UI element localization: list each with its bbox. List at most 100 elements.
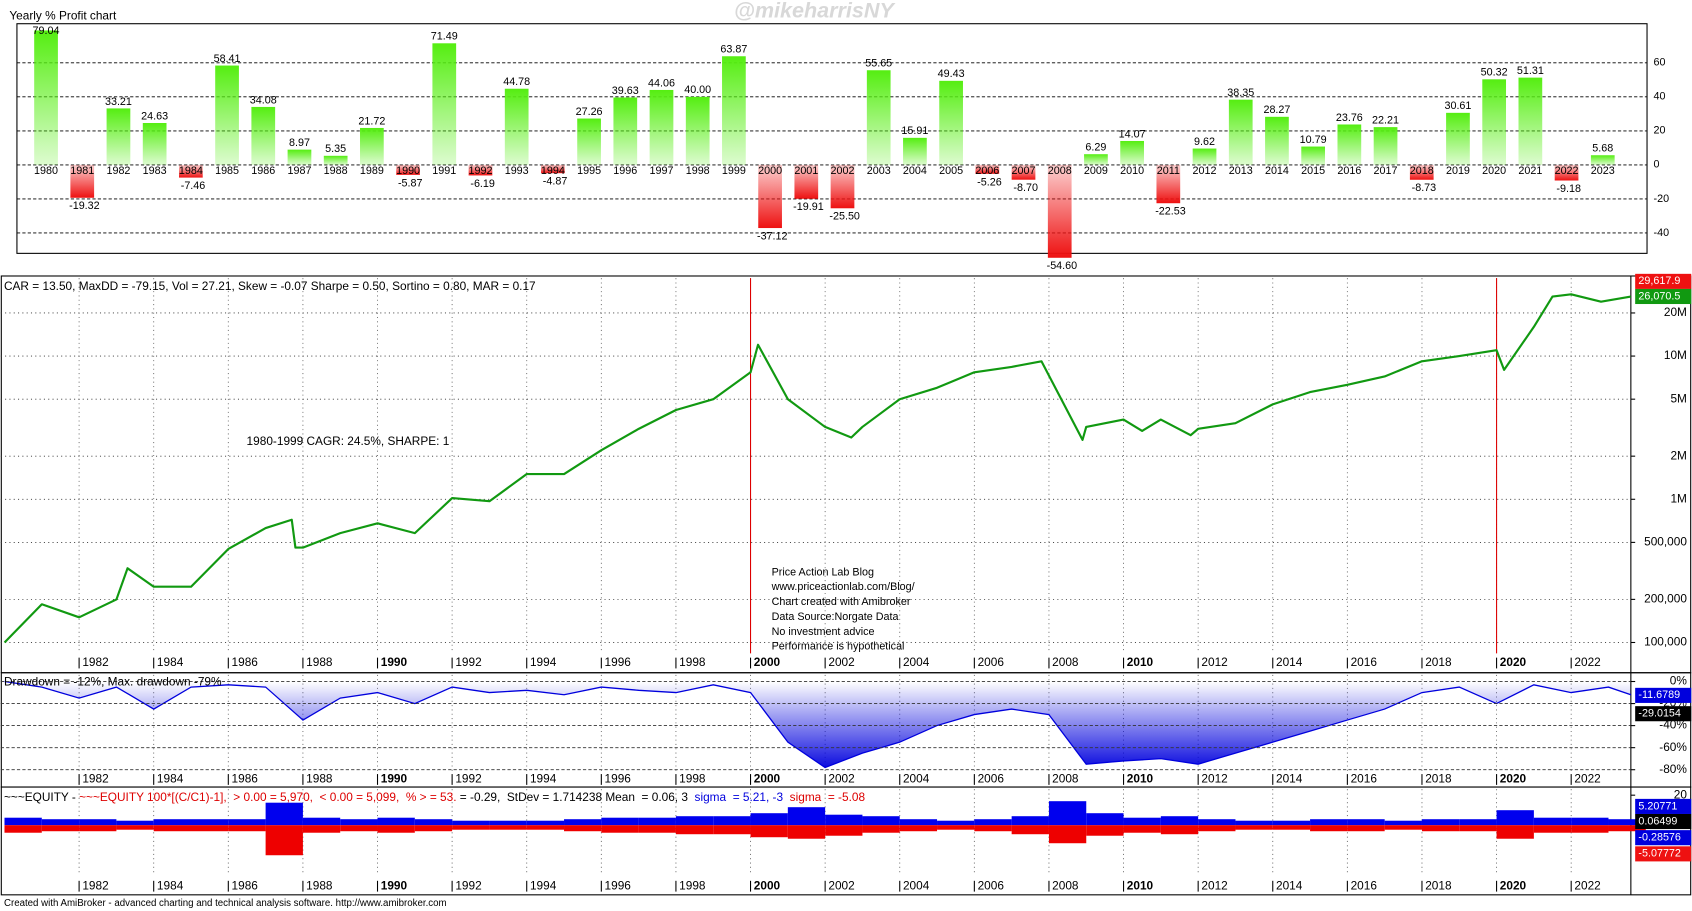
return-stem — [116, 825, 154, 830]
x-tick-label: 2010 — [1127, 655, 1154, 669]
bar — [1482, 79, 1507, 165]
y-tick-label: -40 — [1654, 227, 1670, 239]
x-tick-label: 1984 — [157, 878, 184, 892]
bar — [1590, 155, 1615, 165]
note: Chart created with Amibroker — [772, 596, 911, 608]
return-stem — [302, 825, 341, 833]
bar — [649, 89, 674, 165]
data-label: -9.18 — [1556, 183, 1581, 195]
x-tick-label: 1988 — [306, 772, 333, 786]
bar — [722, 56, 746, 165]
data-label: -19.91 — [793, 201, 824, 213]
return-stem — [1310, 819, 1348, 826]
return-stem — [1496, 825, 1534, 839]
return-stem — [1310, 825, 1348, 832]
data-label: 55.65 — [865, 58, 892, 70]
data-label: 22.21 — [1372, 114, 1399, 126]
value-tag — [1635, 687, 1692, 703]
data-label: 8.97 — [289, 137, 310, 149]
x-tick-label: 2009 — [1084, 165, 1108, 177]
y-tick-label: 2M — [1670, 448, 1686, 462]
data-label: -4.87 — [543, 176, 568, 188]
bar — [251, 106, 276, 165]
x-tick-label: 2002 — [828, 772, 854, 786]
data-label: 10.79 — [1300, 134, 1327, 146]
bar — [70, 164, 95, 198]
return-stem — [340, 819, 378, 826]
data-label: -25.50 — [829, 211, 860, 223]
x-tick-label: 2006 — [978, 772, 1005, 786]
bar — [903, 137, 927, 165]
bar — [758, 164, 782, 229]
y-tick-label: 0 — [1654, 159, 1660, 171]
x-tick-label: 2021 — [1518, 165, 1542, 177]
bar — [866, 70, 891, 165]
bar — [1373, 127, 1398, 165]
return-stem — [1608, 819, 1646, 826]
return-stem — [526, 820, 565, 826]
return-stem — [1347, 825, 1385, 832]
return-stem — [4, 825, 42, 833]
data-label: -8.73 — [1412, 182, 1437, 194]
return-stem — [675, 825, 714, 835]
return-stem — [414, 819, 453, 826]
x-tick-label: 1982 — [106, 165, 130, 177]
bar — [1228, 99, 1253, 165]
return-stem — [153, 819, 192, 826]
bar — [1156, 164, 1181, 204]
x-tick-label: 2018 — [1425, 655, 1452, 669]
x-tick-label: 2016 — [1351, 772, 1378, 786]
x-tick-label: 2004 — [903, 655, 930, 669]
data-label: -6.19 — [470, 178, 495, 190]
return-stem — [564, 819, 602, 826]
return-stem — [974, 819, 1012, 826]
return-stem — [79, 819, 117, 826]
y-tick-label: 1M — [1670, 491, 1686, 505]
return-stem — [825, 814, 863, 826]
x-tick-label: 2011 — [1157, 165, 1180, 177]
x-tick-label: 1988 — [324, 165, 348, 177]
x-tick-label: 2006 — [975, 165, 999, 177]
data-label: -5.26 — [977, 176, 1002, 188]
return-stem — [153, 825, 192, 832]
y-tick-label: -60% — [1659, 740, 1687, 754]
x-tick-label: 1992 — [455, 878, 481, 892]
x-tick-label: 2000 — [754, 655, 781, 669]
bar — [1337, 124, 1362, 165]
data-label: 23.76 — [1336, 112, 1363, 124]
x-tick-label: 1998 — [679, 878, 706, 892]
y-tick-label: 40 — [1654, 91, 1666, 103]
x-tick-label: 1990 — [381, 878, 408, 892]
title-part: ~~~EQUITY - — [4, 790, 79, 804]
return-stem — [601, 817, 639, 826]
value-tag — [1635, 846, 1692, 862]
return-stem — [1459, 825, 1497, 832]
return-stem — [1272, 820, 1311, 826]
x-tick-label: 1997 — [650, 165, 674, 177]
return-stem — [79, 825, 117, 832]
x-tick-label: 2014 — [1276, 878, 1303, 892]
x-tick-label: 2010 — [1127, 772, 1154, 786]
return-stem — [414, 825, 453, 832]
return-stem — [937, 820, 975, 826]
x-tick-label: 2006 — [978, 655, 1005, 669]
bar — [577, 118, 601, 165]
x-tick-label: 1998 — [679, 655, 706, 669]
title-part: sigma = -5.08 — [786, 790, 865, 804]
data-label: 51.31 — [1517, 65, 1544, 77]
return-stem — [1272, 825, 1311, 830]
x-tick-label: 2000 — [758, 165, 782, 177]
x-tick-label: 2002 — [831, 165, 855, 177]
x-tick-label: 1987 — [287, 165, 311, 177]
y-tick-label: 5M — [1670, 391, 1686, 405]
return-stem — [526, 825, 565, 830]
return-stem — [1533, 825, 1572, 833]
bar — [1446, 112, 1470, 165]
x-tick-label: 2020 — [1482, 165, 1506, 177]
x-tick-label: 2008 — [1052, 772, 1079, 786]
x-tick-label: 1994 — [530, 878, 557, 892]
bar — [106, 108, 131, 165]
y-tick-label: -80% — [1659, 762, 1687, 776]
bar — [178, 164, 203, 178]
